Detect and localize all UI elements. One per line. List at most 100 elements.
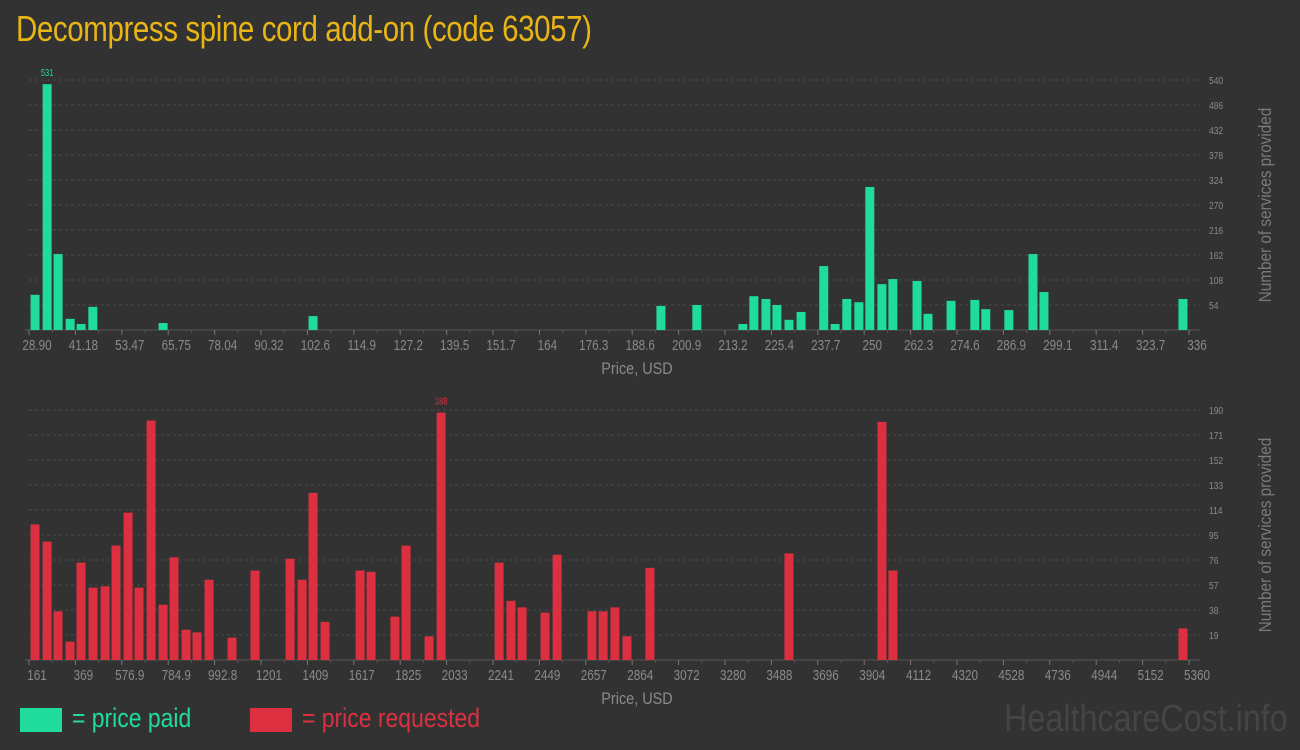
bar [285,558,295,660]
x-axis-title: Price, USD [601,360,672,378]
y-tick-label: 540 [1209,75,1223,86]
bar [598,611,608,660]
legend-label-paid: = price paid [72,703,192,733]
bar [877,284,887,330]
bar [819,266,829,330]
x-tick-label: 2033 [442,667,468,684]
bar [42,84,52,331]
bar [53,254,63,330]
bar [842,298,852,330]
y-tick-label: 324 [1209,175,1223,186]
y-axis-title: Number of services provided [1255,438,1275,633]
bar [366,571,376,660]
bar [100,586,110,660]
y-tick-label: 95 [1209,530,1218,541]
bar [970,299,980,330]
bar [111,545,121,660]
bar [42,541,52,660]
x-tick-label: 200.9 [672,337,701,354]
bar [610,607,620,660]
x-tick-label: 369 [74,667,94,684]
y-tick-label: 216 [1209,225,1223,236]
bar [88,306,98,330]
bar [749,296,759,330]
bar [158,604,168,660]
bar [320,621,330,660]
x-tick-label: 164 [538,337,558,354]
bar [1178,298,1188,330]
x-tick-label: 336 [1187,337,1207,354]
y-tick-label: 171 [1209,430,1223,441]
bar [656,305,666,330]
y-tick-label: 378 [1209,150,1223,161]
chart-price-requested: 19 38 57 76 95 114 133 152 171 190 161 369 576.9 784.… [25,396,1275,708]
x-tick-label: 127.2 [394,337,423,354]
bar [1004,310,1014,330]
bar [227,637,237,660]
bar [146,420,156,660]
y-tick-label: 190 [1209,405,1223,416]
y-tick-label: 108 [1209,275,1223,286]
bar [796,311,806,330]
bar [877,421,887,660]
x-tick-label: 1617 [349,667,375,684]
bar [772,305,782,330]
legend-label-requested: = price requested [302,703,480,733]
y-axis-title: Number of services provided [1255,108,1275,303]
x-tick-label: 3280 [720,667,746,684]
x-tick-label: 262.3 [904,337,933,354]
x-tick-label: 4736 [1045,667,1071,684]
x-tick-label: 3904 [859,667,885,684]
x-tick-label: 4528 [998,667,1024,684]
bar [1028,254,1038,330]
x-tick-label: 2657 [581,667,607,684]
bar [830,323,840,330]
y-tick-label: 162 [1209,250,1223,261]
x-tick-label: 65.75 [162,337,191,354]
x-tick-label: 992.8 [208,667,237,684]
bar [622,636,632,660]
x-tick-label: 53.47 [115,337,144,354]
y-tick-label: 54 [1209,300,1218,311]
x-axis-title: Price, USD [601,690,672,708]
bar [250,570,260,660]
bar [355,570,365,660]
y-tick-label: 270 [1209,200,1223,211]
x-tick-label: 1409 [302,667,328,684]
x-tick-label: 237.7 [811,337,840,354]
y-tick-label: 76 [1209,555,1218,566]
x-tick-label: 2864 [627,667,653,684]
x-tick-label: 225.4 [765,337,795,354]
bar [923,313,933,330]
x-tick-label: 2241 [488,667,514,684]
x-tick-label: 161 [27,667,47,684]
y-tick-label: 432 [1209,125,1223,136]
bar [401,545,411,660]
bar [912,280,922,330]
bar [308,492,318,660]
bar [738,323,748,330]
bar [436,412,446,660]
bar [888,279,898,330]
bar [946,300,956,330]
x-tick-label: 576.9 [115,667,144,684]
x-tick-label: 5152 [1138,667,1164,684]
y-tick-label: 114 [1209,505,1223,516]
y-tick-label: 152 [1209,455,1223,466]
peak-value-label: 188 [435,396,448,407]
x-tick-label: 139.5 [440,337,469,354]
bar [297,579,307,660]
bar [181,629,191,660]
x-tick-label: 250 [862,337,882,354]
x-tick-label: 274.6 [950,337,979,354]
x-tick-label: 1201 [256,667,282,684]
bar [692,305,702,330]
bar [854,302,864,330]
x-tick-label: 90.32 [254,337,283,354]
legend-swatch-requested [250,708,292,732]
y-tick-label: 57 [1209,580,1218,591]
bar [308,316,318,330]
x-tick-label: 114.9 [348,337,376,354]
bar [76,323,86,330]
